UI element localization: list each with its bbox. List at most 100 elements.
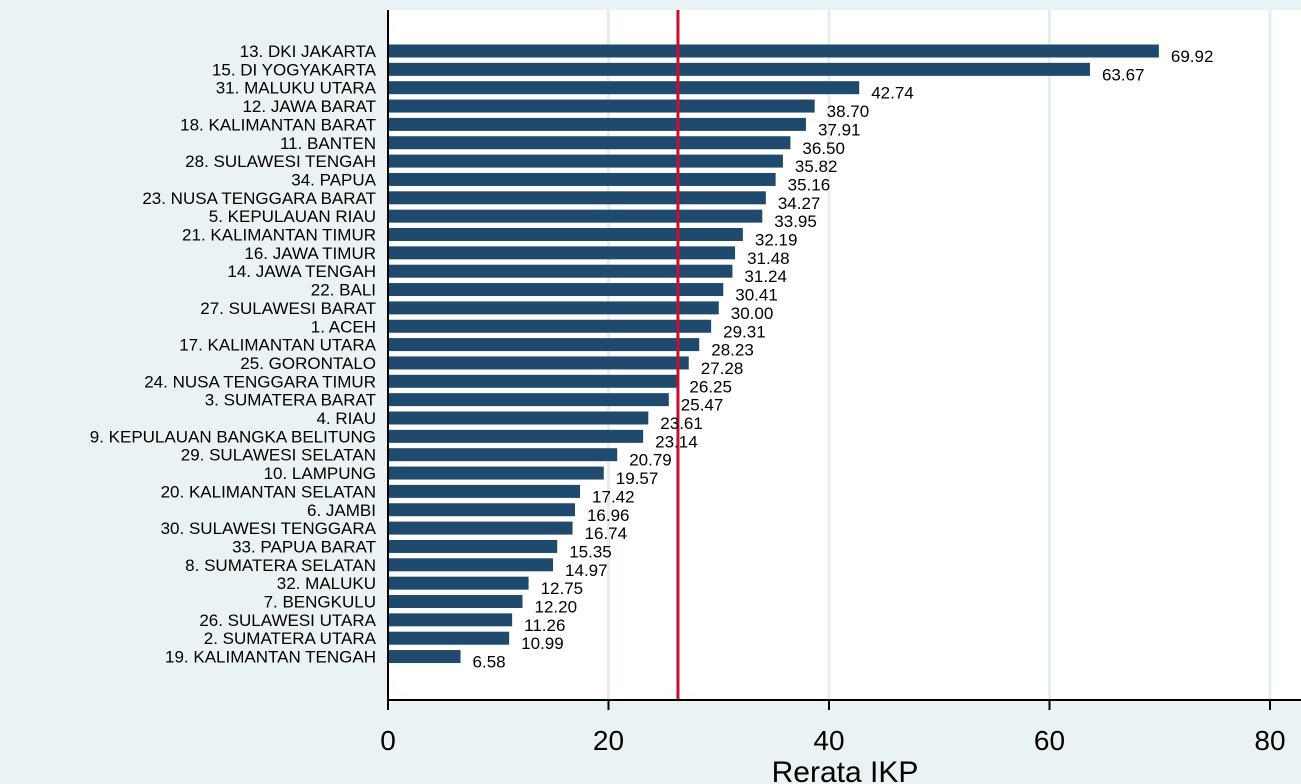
x-tick-label: 80 [1254, 725, 1285, 756]
value-label: 37.91 [818, 120, 861, 139]
value-label: 26.25 [689, 377, 732, 396]
value-label: 12.20 [535, 598, 578, 617]
value-label: 15.35 [569, 542, 612, 561]
bar [388, 44, 1159, 58]
value-label: 38.70 [827, 102, 870, 121]
x-tick-label: 40 [813, 725, 844, 756]
category-label: 18. KALIMANTAN BARAT [180, 115, 376, 134]
value-label: 36.50 [802, 139, 845, 158]
labels: 13. DKI JAKARTA 69.92 15. DI YOGYAKARTA 63.… [90, 42, 1286, 756]
category-label: 21. KALIMANTAN TIMUR [182, 226, 376, 245]
category-label: 5. KEPULAUAN RIAU [209, 207, 376, 226]
category-label: 30. SULAWESI TENGGARA [161, 519, 377, 538]
value-label: 30.00 [731, 304, 774, 323]
bar [388, 191, 766, 205]
bar [388, 228, 743, 241]
bar [388, 484, 581, 498]
bar [388, 356, 689, 370]
category-label: 11. BANTEN [280, 134, 376, 153]
value-label: 35.16 [788, 175, 831, 194]
value-label: 6.58 [473, 653, 506, 672]
bar [388, 136, 791, 150]
value-label: 30.41 [735, 286, 778, 305]
category-label: 25. GORONTALO [240, 354, 376, 373]
category-label: 33. PAPUA BARAT [232, 537, 376, 556]
category-label: 9. KEPULAUAN BANGKA BELITUNG [90, 427, 376, 446]
category-label: 10. LAMPUNG [264, 464, 376, 483]
bar [388, 521, 573, 535]
category-label: 27. SULAWESI BARAT [200, 299, 376, 318]
category-label: 15. DI YOGYAKARTA [212, 60, 377, 79]
value-label: 25.47 [681, 396, 724, 415]
category-label: 26. SULAWESI UTARA [199, 611, 376, 630]
x-tick-label: 60 [1034, 725, 1065, 756]
value-label: 28.23 [711, 341, 754, 360]
value-label: 10.99 [521, 634, 564, 653]
x-tick-label: 0 [380, 725, 396, 756]
value-label: 29.31 [723, 322, 766, 341]
value-label: 31.24 [744, 267, 787, 286]
category-label: 7. BENGKULU [264, 593, 376, 612]
bar [388, 576, 529, 590]
value-label: 27.28 [701, 359, 744, 378]
category-label: 2. SUMATERA UTARA [204, 629, 377, 648]
value-label: 23.61 [660, 414, 703, 433]
category-label: 31. MALUKU UTARA [216, 79, 377, 98]
value-label: 69.92 [1171, 47, 1214, 66]
category-label: 29. SULAWESI SELATAN [181, 446, 376, 465]
value-label: 12.75 [541, 579, 584, 598]
category-label: 16. JAWA TIMUR [244, 244, 376, 263]
bar [388, 264, 733, 278]
category-label: 32. MALUKU [277, 574, 376, 593]
category-label: 24. NUSA TENGGARA TIMUR [144, 372, 376, 391]
value-label: 16.74 [585, 524, 628, 543]
x-axis-title: Rerata IKP [772, 756, 919, 784]
category-label: 12. JAWA BARAT [242, 97, 376, 116]
bar [388, 319, 712, 333]
bar [388, 172, 776, 186]
value-label: 17.42 [592, 487, 635, 506]
category-label: 17. KALIMANTAN UTARA [179, 336, 376, 355]
bar [388, 154, 783, 168]
bar [388, 613, 513, 627]
value-label: 16.96 [587, 506, 630, 525]
bar [388, 393, 669, 407]
category-label: 34. PAPUA [291, 170, 376, 189]
bar [388, 338, 700, 352]
category-label: 8. SUMATERA SELATAN [185, 556, 376, 575]
bar [388, 558, 554, 572]
bar [388, 81, 860, 95]
bar [388, 246, 736, 260]
value-label: 11.26 [524, 616, 565, 635]
value-label: 33.95 [774, 212, 817, 231]
bar [388, 62, 1090, 76]
bar [388, 301, 719, 315]
bar [388, 99, 815, 113]
bar [388, 209, 763, 223]
value-label: 63.67 [1102, 65, 1145, 84]
value-label: 31.48 [747, 249, 790, 268]
bars [388, 44, 1159, 664]
value-label: 14.97 [565, 561, 608, 580]
category-label: 20. KALIMANTAN SELATAN [161, 482, 376, 501]
category-label: 22. BALI [311, 281, 376, 300]
value-label: 42.74 [871, 84, 914, 103]
category-label: 19. KALIMANTAN TENGAH [165, 648, 376, 667]
category-label: 13. DKI JAKARTA [240, 42, 377, 61]
category-label: 4. RIAU [316, 409, 376, 428]
category-label: 14. JAWA TENGAH [227, 262, 376, 281]
bar [388, 448, 618, 462]
bar [388, 466, 604, 480]
bar [388, 117, 806, 131]
x-tick-label: 20 [593, 725, 624, 756]
axes [387, 10, 1301, 710]
category-label: 28. SULAWESI TENGAH [185, 152, 376, 171]
bar [388, 595, 523, 608]
value-label: 20.79 [629, 451, 672, 470]
value-label: 19.57 [616, 469, 659, 488]
bar [388, 650, 461, 664]
category-label: 6. JAMBI [307, 501, 376, 520]
category-label: 23. NUSA TENGGARA BARAT [142, 189, 376, 208]
bar [388, 539, 558, 553]
